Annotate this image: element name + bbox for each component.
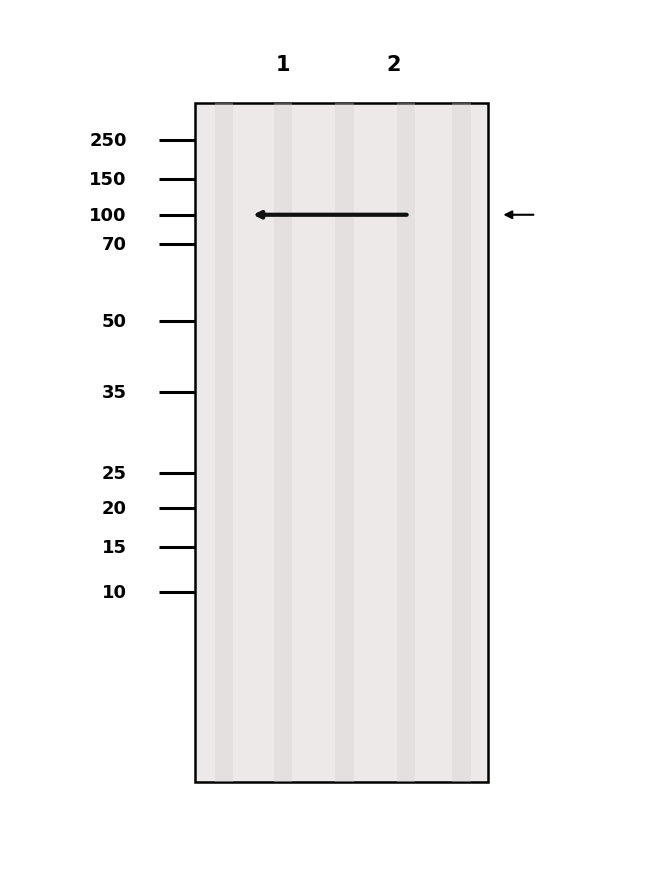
Text: 250: 250 [89, 132, 127, 149]
Bar [335, 104, 354, 782]
Bar [215, 104, 233, 782]
Bar [195, 104, 488, 782]
Text: 35: 35 [102, 384, 127, 401]
Text: 70: 70 [102, 236, 127, 254]
Text: 2: 2 [386, 56, 400, 75]
Text: 25: 25 [102, 465, 127, 482]
Text: 100: 100 [89, 207, 127, 224]
Text: 20: 20 [102, 500, 127, 517]
Text: 150: 150 [89, 171, 127, 189]
Text: 15: 15 [102, 539, 127, 556]
Text: 1: 1 [276, 56, 290, 75]
Text: 10: 10 [102, 584, 127, 601]
Bar [397, 104, 415, 782]
Text: 50: 50 [102, 313, 127, 330]
Bar [452, 104, 471, 782]
Bar [274, 104, 292, 782]
